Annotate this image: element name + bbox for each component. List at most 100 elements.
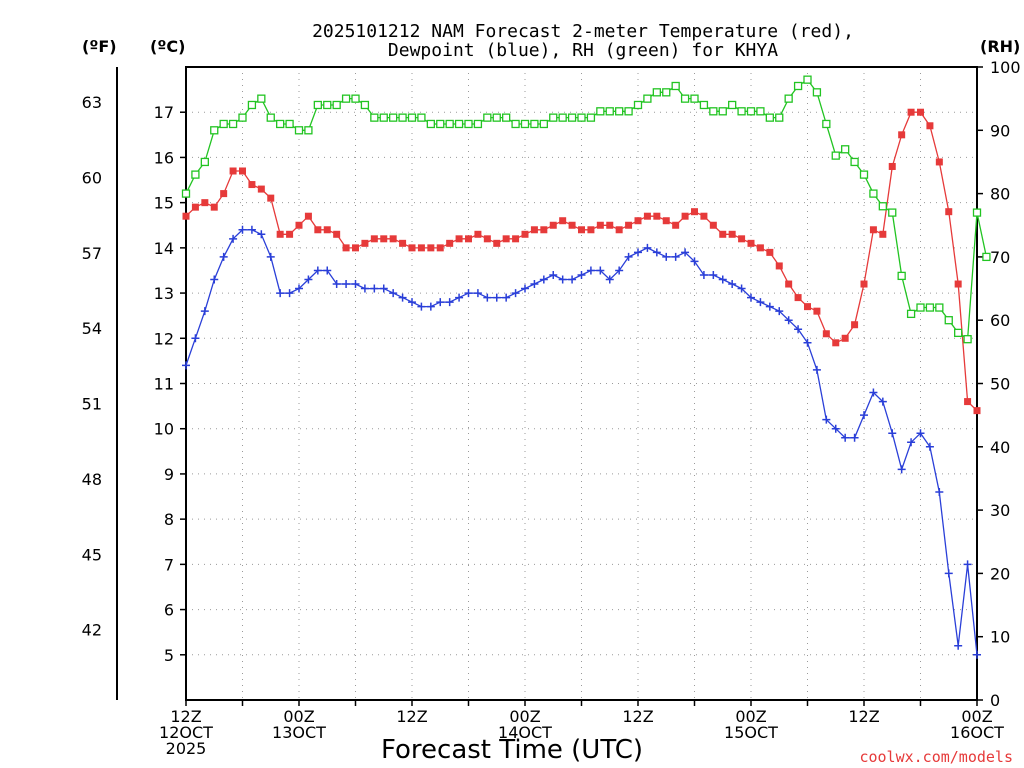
temperature-point bbox=[474, 230, 482, 238]
fahrenheit-tick-label: 51 bbox=[82, 395, 102, 414]
temperature-point bbox=[361, 239, 369, 247]
temperature-point bbox=[766, 248, 774, 256]
celsius-tick-label: 5 bbox=[164, 646, 174, 665]
time-tick-label: 2025 bbox=[166, 739, 207, 758]
temperature-point bbox=[709, 221, 717, 229]
rh-point bbox=[351, 94, 360, 103]
rh-point bbox=[567, 113, 577, 122]
fahrenheit-tick-label: 45 bbox=[82, 545, 102, 564]
dewpoint-point bbox=[351, 280, 360, 289]
time-tick-label: 12OCT bbox=[159, 723, 213, 742]
rh-point bbox=[389, 113, 398, 122]
dewpoint-point bbox=[624, 252, 633, 261]
rh-point bbox=[530, 119, 539, 129]
rh-point bbox=[954, 328, 963, 338]
temperature-point bbox=[352, 244, 359, 252]
rh-point bbox=[332, 100, 341, 110]
dewpoint-series bbox=[182, 225, 981, 659]
rh-point bbox=[247, 100, 257, 110]
rh-point bbox=[596, 107, 605, 116]
dewpoint-point bbox=[878, 397, 887, 406]
temperature-point bbox=[822, 330, 830, 338]
temperature-point bbox=[286, 230, 294, 238]
dewpoint-point bbox=[681, 248, 690, 257]
dewpoint-point bbox=[417, 302, 426, 311]
time-tick-label: 12Z bbox=[622, 707, 653, 726]
dewpoint-point bbox=[577, 270, 586, 279]
temperature-point bbox=[201, 199, 209, 207]
dewpoint-point bbox=[935, 488, 944, 497]
time-tick-label: 12Z bbox=[396, 707, 427, 726]
temperature-point bbox=[483, 235, 491, 243]
rh-tick-label: 0 bbox=[990, 691, 1000, 710]
rh-point bbox=[407, 113, 417, 122]
rh-point bbox=[464, 119, 473, 129]
temperature-point bbox=[530, 226, 538, 234]
rh-point bbox=[615, 107, 624, 116]
temperature-point bbox=[653, 212, 661, 220]
dewpoint-point bbox=[379, 284, 388, 293]
dewpoint-point bbox=[483, 293, 492, 302]
rh-point bbox=[756, 107, 765, 116]
temperature-point bbox=[672, 221, 680, 229]
celsius-tick-label: 8 bbox=[164, 510, 174, 529]
x-axis-label: Forecast Time (UTC) bbox=[381, 735, 643, 765]
rh-point bbox=[812, 88, 822, 97]
dewpoint-point bbox=[342, 280, 351, 289]
dewpoint-point bbox=[549, 270, 558, 279]
chart-title: 2025101212 NAM Forecast 2-meter Temperat… bbox=[312, 21, 854, 61]
rh-tick-label: 50 bbox=[990, 375, 1010, 394]
temperature-point bbox=[945, 208, 953, 216]
rh-point bbox=[944, 316, 953, 325]
rh-point bbox=[454, 119, 464, 129]
rh-point bbox=[210, 126, 219, 135]
rh-point bbox=[831, 151, 840, 160]
rh-point bbox=[285, 119, 294, 129]
temperature-point bbox=[427, 244, 435, 252]
temperature-point bbox=[399, 239, 407, 247]
celsius-tick-label: 9 bbox=[164, 465, 174, 484]
dewpoint-point bbox=[634, 248, 642, 257]
temperature-point bbox=[794, 294, 802, 302]
rh-point bbox=[341, 94, 351, 103]
dewpoint-point bbox=[313, 266, 322, 275]
rh-point bbox=[492, 113, 501, 122]
rh-point bbox=[228, 119, 238, 129]
rh-point bbox=[624, 107, 633, 116]
temperature-point bbox=[615, 226, 623, 234]
celsius-tick-label: 15 bbox=[154, 194, 174, 213]
temperature-point bbox=[907, 108, 915, 116]
temperature-point bbox=[248, 181, 256, 189]
temperature-point bbox=[370, 235, 378, 243]
rh-series bbox=[181, 75, 991, 344]
rh-tick-label: 80 bbox=[990, 185, 1010, 204]
dewpoint-point bbox=[747, 293, 755, 302]
rh-point bbox=[869, 189, 878, 198]
temperature-point bbox=[455, 235, 463, 243]
time-tick-label: 14OCT bbox=[498, 723, 552, 742]
dewpoint-point bbox=[841, 433, 850, 442]
rh-tick-label: 30 bbox=[990, 501, 1010, 520]
dewpoint-point bbox=[558, 275, 567, 284]
dewpoint-point bbox=[473, 289, 482, 298]
temperature-point bbox=[860, 280, 868, 288]
rh-point bbox=[737, 107, 746, 116]
temperature-point bbox=[521, 230, 529, 238]
dewpoint-point bbox=[888, 429, 897, 438]
temperature-point bbox=[502, 235, 510, 243]
dewpoint-point bbox=[445, 298, 454, 307]
dewpoint-point bbox=[963, 560, 972, 569]
temperature-point bbox=[182, 212, 190, 220]
rh-point bbox=[417, 113, 426, 122]
temperature-point bbox=[436, 244, 444, 252]
temperature-point bbox=[841, 334, 849, 342]
dewpoint-point bbox=[229, 234, 238, 243]
rh-point bbox=[398, 113, 407, 122]
dewpoint-point bbox=[530, 280, 539, 289]
temperature-point bbox=[738, 235, 746, 243]
dewpoint-point bbox=[709, 270, 718, 279]
rh-point bbox=[746, 107, 756, 116]
temperature-point bbox=[775, 262, 783, 270]
dewpoint-point bbox=[860, 411, 868, 420]
